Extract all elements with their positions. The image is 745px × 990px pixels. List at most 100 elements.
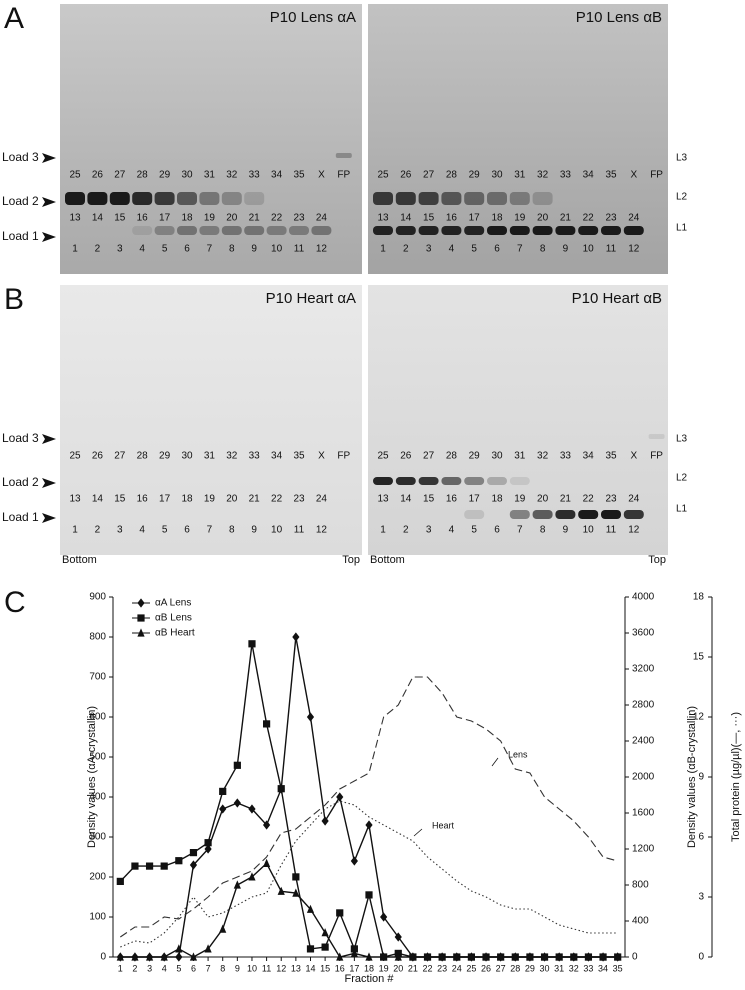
gel-band xyxy=(648,434,665,439)
lane-number: FP xyxy=(650,170,663,181)
x-tick-label: 21 xyxy=(408,963,418,973)
data-point xyxy=(599,952,607,961)
y-tick-label: 300 xyxy=(89,832,106,843)
data-point xyxy=(306,904,315,913)
lane-number: 7 xyxy=(517,244,523,255)
gel-image xyxy=(60,4,362,274)
series-line xyxy=(120,862,618,958)
x-tick-label: 22 xyxy=(423,963,433,973)
data-point xyxy=(116,952,124,961)
lane-number: 3 xyxy=(426,244,432,255)
lane-number: 16 xyxy=(137,213,149,224)
data-point xyxy=(292,632,300,642)
lane-number: 19 xyxy=(204,213,216,224)
load-arrow xyxy=(42,478,56,488)
y-tick-label: 100 xyxy=(89,912,106,923)
x-tick-label: 1 xyxy=(118,963,123,973)
gel-end-label: Top xyxy=(648,554,666,566)
y2-tick-label: 2400 xyxy=(632,736,655,747)
x-tick-label: 35 xyxy=(613,963,623,973)
lane-number: 7 xyxy=(207,244,213,255)
lane-number: 35 xyxy=(605,170,617,181)
panel-label: C xyxy=(4,586,26,619)
lane-number: 13 xyxy=(69,494,81,505)
lane-level-label: L3 xyxy=(676,434,688,445)
x-tick-label: 16 xyxy=(335,963,345,973)
lane-number: FP xyxy=(337,451,350,462)
lane-number: 35 xyxy=(605,451,617,462)
lane-number: 24 xyxy=(628,213,640,224)
x-tick-label: 3 xyxy=(147,963,152,973)
gel-band xyxy=(335,153,352,158)
panel-label: B xyxy=(4,283,24,316)
lane-number: 25 xyxy=(377,451,389,462)
data-point xyxy=(555,952,563,961)
lane-number: 26 xyxy=(400,170,412,181)
lane-number: 4 xyxy=(449,525,455,536)
lane-number: 19 xyxy=(514,494,526,505)
lane-number: 22 xyxy=(271,213,283,224)
data-point xyxy=(336,952,344,961)
y3-tick-label: 15 xyxy=(693,652,705,663)
data-point xyxy=(277,785,285,793)
legend-marker xyxy=(137,598,145,608)
x-tick-label: 11 xyxy=(262,963,271,973)
x-tick-label: 26 xyxy=(481,963,491,973)
data-point xyxy=(233,761,241,769)
lane-number: 24 xyxy=(628,494,640,505)
y-tick-label: 700 xyxy=(89,672,106,683)
x-tick-label: 18 xyxy=(364,963,374,973)
legend-label: αA Lens xyxy=(155,598,191,609)
y3-tick-label: 9 xyxy=(698,772,704,783)
gel-image xyxy=(368,285,668,555)
protein-line xyxy=(120,800,618,948)
lane-number: 12 xyxy=(316,525,328,536)
gel-band xyxy=(395,477,416,485)
lane-number: 28 xyxy=(137,451,149,462)
y2-tick-label: 2000 xyxy=(632,772,655,783)
gel-band xyxy=(373,192,393,205)
gel-band xyxy=(177,226,197,235)
lane-number: 17 xyxy=(159,494,171,505)
gel-band xyxy=(532,226,553,235)
lane-number: 25 xyxy=(69,170,81,181)
load-arrow xyxy=(42,197,56,207)
lane-number: 29 xyxy=(159,170,171,181)
lane-number: 4 xyxy=(139,525,145,536)
lane-number: 27 xyxy=(114,170,126,181)
data-point xyxy=(365,952,373,961)
load-label: Load 3 xyxy=(2,431,39,445)
gel-band xyxy=(395,192,416,205)
lane-number: 10 xyxy=(583,244,595,255)
lane-number: 34 xyxy=(271,170,283,181)
gel-title: P10 Lens αB xyxy=(576,9,662,26)
lane-number: 9 xyxy=(563,525,569,536)
data-point xyxy=(336,909,344,917)
gel-band xyxy=(418,477,439,485)
lane-number: 11 xyxy=(294,525,305,536)
gel-band xyxy=(464,510,485,519)
y2-tick-label: 1200 xyxy=(632,844,655,855)
lane-number: 13 xyxy=(69,213,81,224)
y-tick-label: 800 xyxy=(89,632,106,643)
lane-number: 14 xyxy=(92,213,104,224)
x-tick-label: 17 xyxy=(349,963,359,973)
lane-number: 33 xyxy=(560,170,572,181)
x-tick-label: 29 xyxy=(525,963,535,973)
lane-number: 12 xyxy=(628,525,640,536)
y3-axis-label: Total protein (µg/µl)(—, ···) xyxy=(730,712,742,842)
x-tick-label: 30 xyxy=(540,963,550,973)
lane-number: 32 xyxy=(537,170,549,181)
lane-number: X xyxy=(630,170,637,181)
lane-number: 16 xyxy=(137,494,149,505)
gel-band xyxy=(623,510,644,519)
x-tick-label: 20 xyxy=(393,963,403,973)
lane-number: 6 xyxy=(184,244,190,255)
panel-label: A xyxy=(4,2,24,35)
x-tick-label: 14 xyxy=(305,963,315,973)
gel-band xyxy=(199,226,220,235)
lane-number: 24 xyxy=(316,213,328,224)
data-point xyxy=(263,720,271,728)
lane-number: 13 xyxy=(377,494,389,505)
lane-number: 10 xyxy=(271,244,283,255)
